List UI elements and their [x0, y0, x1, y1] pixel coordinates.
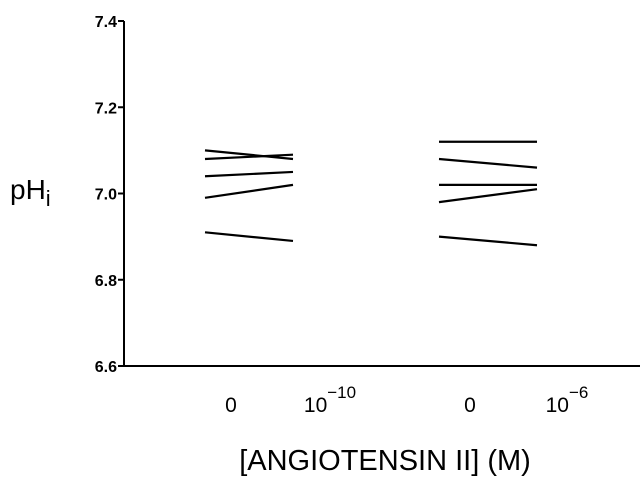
data-line [438, 235, 538, 247]
data-line [204, 231, 294, 243]
y-tick-label: 7.4 [95, 14, 117, 31]
data-line [204, 183, 294, 199]
y-tick-label: 6.6 [95, 359, 117, 376]
x-axis-label: [ANGIOTENSIN II] (M) [239, 445, 531, 477]
x-category-label: 0 [225, 394, 237, 417]
data-lines [204, 140, 538, 247]
x-category-label: 10−10 [304, 383, 356, 417]
data-line [204, 149, 294, 161]
data-line [204, 153, 294, 161]
y-tick-label: 7.2 [95, 100, 117, 117]
axes [123, 21, 640, 367]
data-line [204, 170, 294, 178]
y-tick-label: 7.0 [95, 187, 117, 204]
x-category-labels: 0 10−10 0 10−6 [225, 383, 588, 417]
y-axis-label: pHi [10, 174, 51, 211]
data-line [438, 157, 538, 169]
y-ticks: 6.6 6.8 7.0 7.2 7.4 [95, 14, 124, 376]
x-category-label: 0 [464, 394, 476, 417]
x-category-label: 10−6 [546, 383, 589, 417]
data-line [438, 188, 538, 204]
y-tick-label: 6.8 [95, 273, 117, 290]
